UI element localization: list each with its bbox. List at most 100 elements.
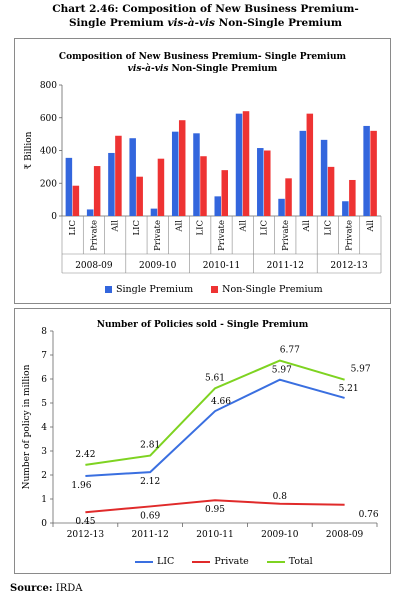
legend-item-private: Private xyxy=(192,556,249,567)
y-tick-label: 1 xyxy=(41,495,47,505)
bar-nonsingle xyxy=(370,130,377,216)
category-label: All xyxy=(302,220,312,233)
page-title-line-2-italic: vis-à-vis xyxy=(167,17,215,29)
legend-item-total: Total xyxy=(266,556,313,567)
y-tick-label: 8 xyxy=(41,327,47,337)
bar-nonsingle xyxy=(327,166,335,216)
y-tick-label: 200 xyxy=(40,179,57,189)
bar-single xyxy=(193,133,200,216)
y-tick-label: 3 xyxy=(41,447,47,457)
data-label-lic: 5.97 xyxy=(272,366,292,376)
group-label: 2009-10 xyxy=(139,261,177,271)
page-title-line-2-start: Single Premium xyxy=(68,17,168,29)
page-title-line-2: Single Premium vis-à-vis Non-Single Prem… xyxy=(0,16,411,30)
bar-single xyxy=(129,138,136,216)
bar-chart-title-italic: vis-à-vis xyxy=(127,64,169,74)
bar-chart-title-line-2: vis-à-vis Non-Single Premium xyxy=(15,63,390,75)
group-label: 2010-11 xyxy=(203,261,240,271)
category-label: All xyxy=(238,220,248,233)
x-tick-label: 2010-11 xyxy=(196,530,233,540)
line-chart-svg: 0 1 2 3 4 5 6 7 8 Number of policy in million 2012… xyxy=(22,327,379,540)
line-total xyxy=(85,359,345,466)
data-label-lic: 5.21 xyxy=(339,384,359,394)
bar-chart-title-end: Non-Single Premium xyxy=(168,64,278,74)
data-label-private: 0.8 xyxy=(273,492,288,502)
data-label-private: 0.45 xyxy=(75,517,95,527)
legend-swatch-single xyxy=(105,286,112,293)
bar-chart-panel: Composition of New Business Premium- Sin… xyxy=(14,38,391,304)
y-tick-label: 5 xyxy=(41,399,47,409)
y-tick-label: 7 xyxy=(41,351,47,361)
legend-item-lic: LIC xyxy=(135,556,174,567)
legend-label-single: Single Premium xyxy=(116,284,194,295)
bar-nonsingle xyxy=(285,178,292,216)
data-label-lic: 1.96 xyxy=(71,481,91,491)
group-label: 2008-09 xyxy=(75,261,113,271)
x-tick-label: 2012-13 xyxy=(67,530,105,540)
bar-single xyxy=(150,208,158,216)
bar-chart-title-line-1: Composition of New Business Premium- Sin… xyxy=(58,52,347,62)
y-tick-label: 400 xyxy=(40,147,57,157)
x-tick-label: 2009-10 xyxy=(261,530,299,540)
category-label: Private xyxy=(345,220,355,251)
category-label: LIC xyxy=(68,220,78,236)
data-label-private: 0.76 xyxy=(359,510,379,520)
x-tick-label: 2011-12 xyxy=(131,530,168,540)
category-label: LIC xyxy=(260,220,270,236)
category-label: Private xyxy=(153,220,163,251)
bar-nonsingle xyxy=(306,113,314,216)
category-label: All xyxy=(111,220,121,233)
bar-single xyxy=(299,130,307,216)
bar-single xyxy=(320,139,328,216)
data-label-total: 6.77 xyxy=(280,346,300,356)
data-label-total: 5.61 xyxy=(205,373,225,383)
bar-nonsingle xyxy=(221,170,228,216)
bar-nonsingle xyxy=(264,150,271,216)
data-label-total: 2.42 xyxy=(75,450,95,460)
y-tick-label: 6 xyxy=(41,375,47,385)
legend-label-nonsingle: Non-Single Premium xyxy=(222,284,323,295)
legend-swatch-total xyxy=(266,560,285,563)
bar-nonsingle xyxy=(178,120,186,216)
source-note: Source: IRDA xyxy=(10,583,82,594)
category-label: Private xyxy=(281,220,291,251)
y-tick-label: 600 xyxy=(40,114,57,124)
legend-swatch-lic xyxy=(135,560,153,563)
source-value: IRDA xyxy=(55,583,83,594)
legend-item-single: Single Premium xyxy=(105,284,193,295)
bar-single xyxy=(108,152,115,216)
bar-single xyxy=(257,148,264,216)
bar-single xyxy=(235,113,243,216)
bar-single xyxy=(214,196,221,216)
bar-nonsingle xyxy=(349,179,356,216)
category-label: All xyxy=(366,220,376,233)
data-label-private: 0.95 xyxy=(205,505,225,515)
data-label-private: 0.69 xyxy=(140,511,160,521)
category-label: LIC xyxy=(196,220,206,236)
category-label: LIC xyxy=(132,220,142,236)
line-chart-panel: Number of Policies sold - Single Premium… xyxy=(14,308,391,574)
group-label: 2012-13 xyxy=(330,261,368,271)
y-tick-label: 0 xyxy=(41,519,47,529)
category-label: Private xyxy=(217,220,227,251)
y-tick-label: 4 xyxy=(41,423,47,433)
line-chart-title: Number of Policies sold - Single Premium xyxy=(96,320,309,330)
bar-chart-svg: 0 200 400 600 800 ₹ Billion LIC Private All 2008-… xyxy=(24,81,382,274)
source-label: Source: xyxy=(10,583,53,594)
group-label: 2011-12 xyxy=(267,261,304,271)
bar-single xyxy=(278,198,285,216)
legend-label-lic: LIC xyxy=(157,556,175,567)
legend-label-private: Private xyxy=(214,556,249,567)
line-lic xyxy=(85,378,345,477)
data-label-total: 5.97 xyxy=(351,365,371,375)
bar-nonsingle xyxy=(115,135,122,216)
page-title-line-2-end: Non-Single Premium xyxy=(214,17,343,29)
data-label-total: 2.81 xyxy=(140,441,160,451)
line-chart-legend: LIC Private Total xyxy=(135,556,313,567)
bar-single xyxy=(171,131,179,216)
category-label: Private xyxy=(89,220,99,251)
bar-nonsingle xyxy=(157,158,165,216)
bar-single xyxy=(363,125,370,216)
data-label-lic: 4.66 xyxy=(211,397,231,407)
bar-nonsingle xyxy=(72,185,80,216)
